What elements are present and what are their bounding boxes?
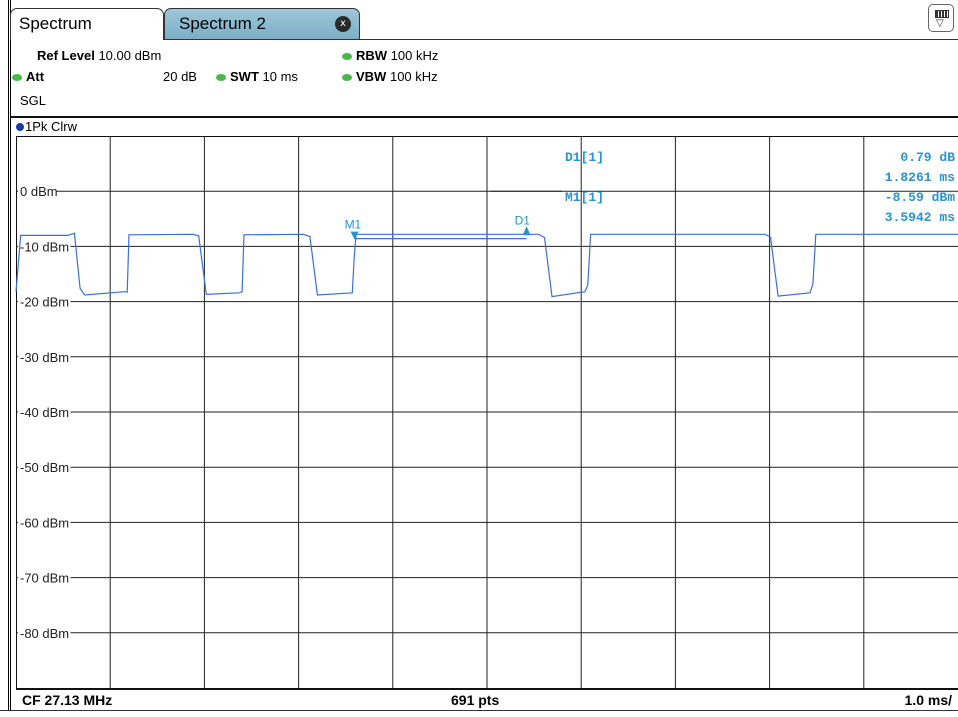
att-value-group: 20 dB (163, 69, 197, 84)
display-menu-button[interactable]: ▽ (928, 4, 954, 32)
center-frequency: CF 27.13 MHz (22, 692, 113, 708)
readout-d1-time: 1.8261 ms (885, 170, 955, 185)
trace-header: 1Pk Clrw (10, 116, 958, 136)
rbw-value: 100 kHz (390, 48, 439, 63)
y-tick-label-bg (18, 403, 71, 419)
tab-spectrum-2[interactable]: Spectrum 2 x (164, 8, 360, 40)
sweep-mode: SGL (20, 93, 46, 108)
trace-label: 1Pk Clrw (25, 119, 78, 134)
y-axis-ticks: 0 dBm -10 dBm -20 dBm -30 dBm -40 dBm -50 dBm… (18, 182, 71, 641)
readout-m1-level: -8.59 dBm (885, 190, 955, 205)
readout-m1-label: M1[1] (565, 190, 604, 205)
marker-m1-label: M1 (345, 218, 362, 232)
readout-m1-time: 3.5942 ms (885, 210, 955, 225)
y-tick-label-bg (18, 292, 71, 309)
ref-level-value: 10.00 dBm (98, 48, 162, 63)
y-tick-label: -30 dBm (20, 350, 69, 365)
att-value: 20 dB (163, 69, 197, 84)
chevron-down-icon: ▽ (936, 18, 944, 29)
status-led (12, 74, 22, 82)
y-tick-label: -20 dBm (20, 295, 69, 310)
y-tick-label-bg (18, 347, 71, 364)
status-led (342, 53, 352, 61)
y-tick-label-bg (18, 568, 71, 585)
marker-layer: M1 D1 (345, 213, 531, 240)
y-tick-label-bg (18, 182, 56, 199)
swt-value: 10 ms (262, 69, 298, 84)
readout-d1-label: D1[1] (565, 150, 604, 165)
y-tick-label-bg (18, 513, 71, 530)
marker-d1-label: D1 (515, 213, 531, 227)
ref-level-label: Ref Level (37, 48, 95, 63)
display-layout-icon (935, 10, 949, 18)
close-tab-icon[interactable]: x (335, 16, 351, 32)
tab-label: Spectrum 2 (179, 14, 266, 33)
y-tick-label: -10 dBm (20, 239, 69, 254)
readout-d1-level: 0.79 dB (900, 150, 955, 165)
status-led (342, 74, 352, 82)
marker-readout: D1[1] M1[1] 0.79 dB 1.8261 ms -8.59 dBm 3.594… (490, 150, 955, 225)
vbw-value: 100 kHz (389, 69, 438, 84)
window-left-border (0, 0, 11, 716)
trace-line (15, 232, 958, 298)
tab-label: Spectrum (19, 14, 92, 33)
marker-m1-icon (350, 231, 359, 240)
y-tick-label: -60 dBm (20, 515, 69, 530)
y-tick-label-bg (18, 237, 71, 254)
tab-bar: Spectrum Spectrum 2 x (10, 0, 958, 40)
y-tick-label-bg (18, 458, 71, 475)
y-tick-label: 0 dBm (20, 184, 58, 199)
att-setting: Att (12, 69, 44, 84)
rbw-setting: RBW 100 kHz (342, 48, 438, 63)
att-label: Att (26, 69, 45, 84)
sweep-points: 691 pts (451, 692, 500, 708)
tab-spectrum[interactable]: Spectrum (10, 8, 164, 40)
swt-label: SWT (230, 69, 259, 84)
status-led (216, 74, 226, 82)
sweep-mode-value: SGL (20, 93, 47, 108)
vbw-label: VBW (356, 69, 387, 84)
plot-grid (16, 136, 958, 688)
y-tick-label: -80 dBm (20, 626, 69, 641)
y-tick-label: -40 dBm (20, 405, 69, 420)
sweep-time-per-div: 1.0 ms/ (904, 692, 952, 708)
y-tick-label: -50 dBm (20, 460, 69, 475)
trace-indicator-icon (16, 123, 24, 131)
swt-setting: SWT 10 ms (216, 69, 298, 84)
y-tick-label: -70 dBm (20, 571, 69, 586)
vbw-setting: VBW 100 kHz (342, 69, 438, 84)
window-bottom-border (0, 710, 958, 717)
status-bar: CF 27.13 MHz 691 pts 1.0 ms/ (16, 688, 958, 710)
rbw-label: RBW (356, 48, 388, 63)
marker-d1-icon (522, 226, 531, 236)
ref-level-setting: Ref Level 10.00 dBm (37, 48, 161, 63)
tab-divider (10, 39, 958, 40)
y-tick-label-bg (18, 623, 71, 640)
